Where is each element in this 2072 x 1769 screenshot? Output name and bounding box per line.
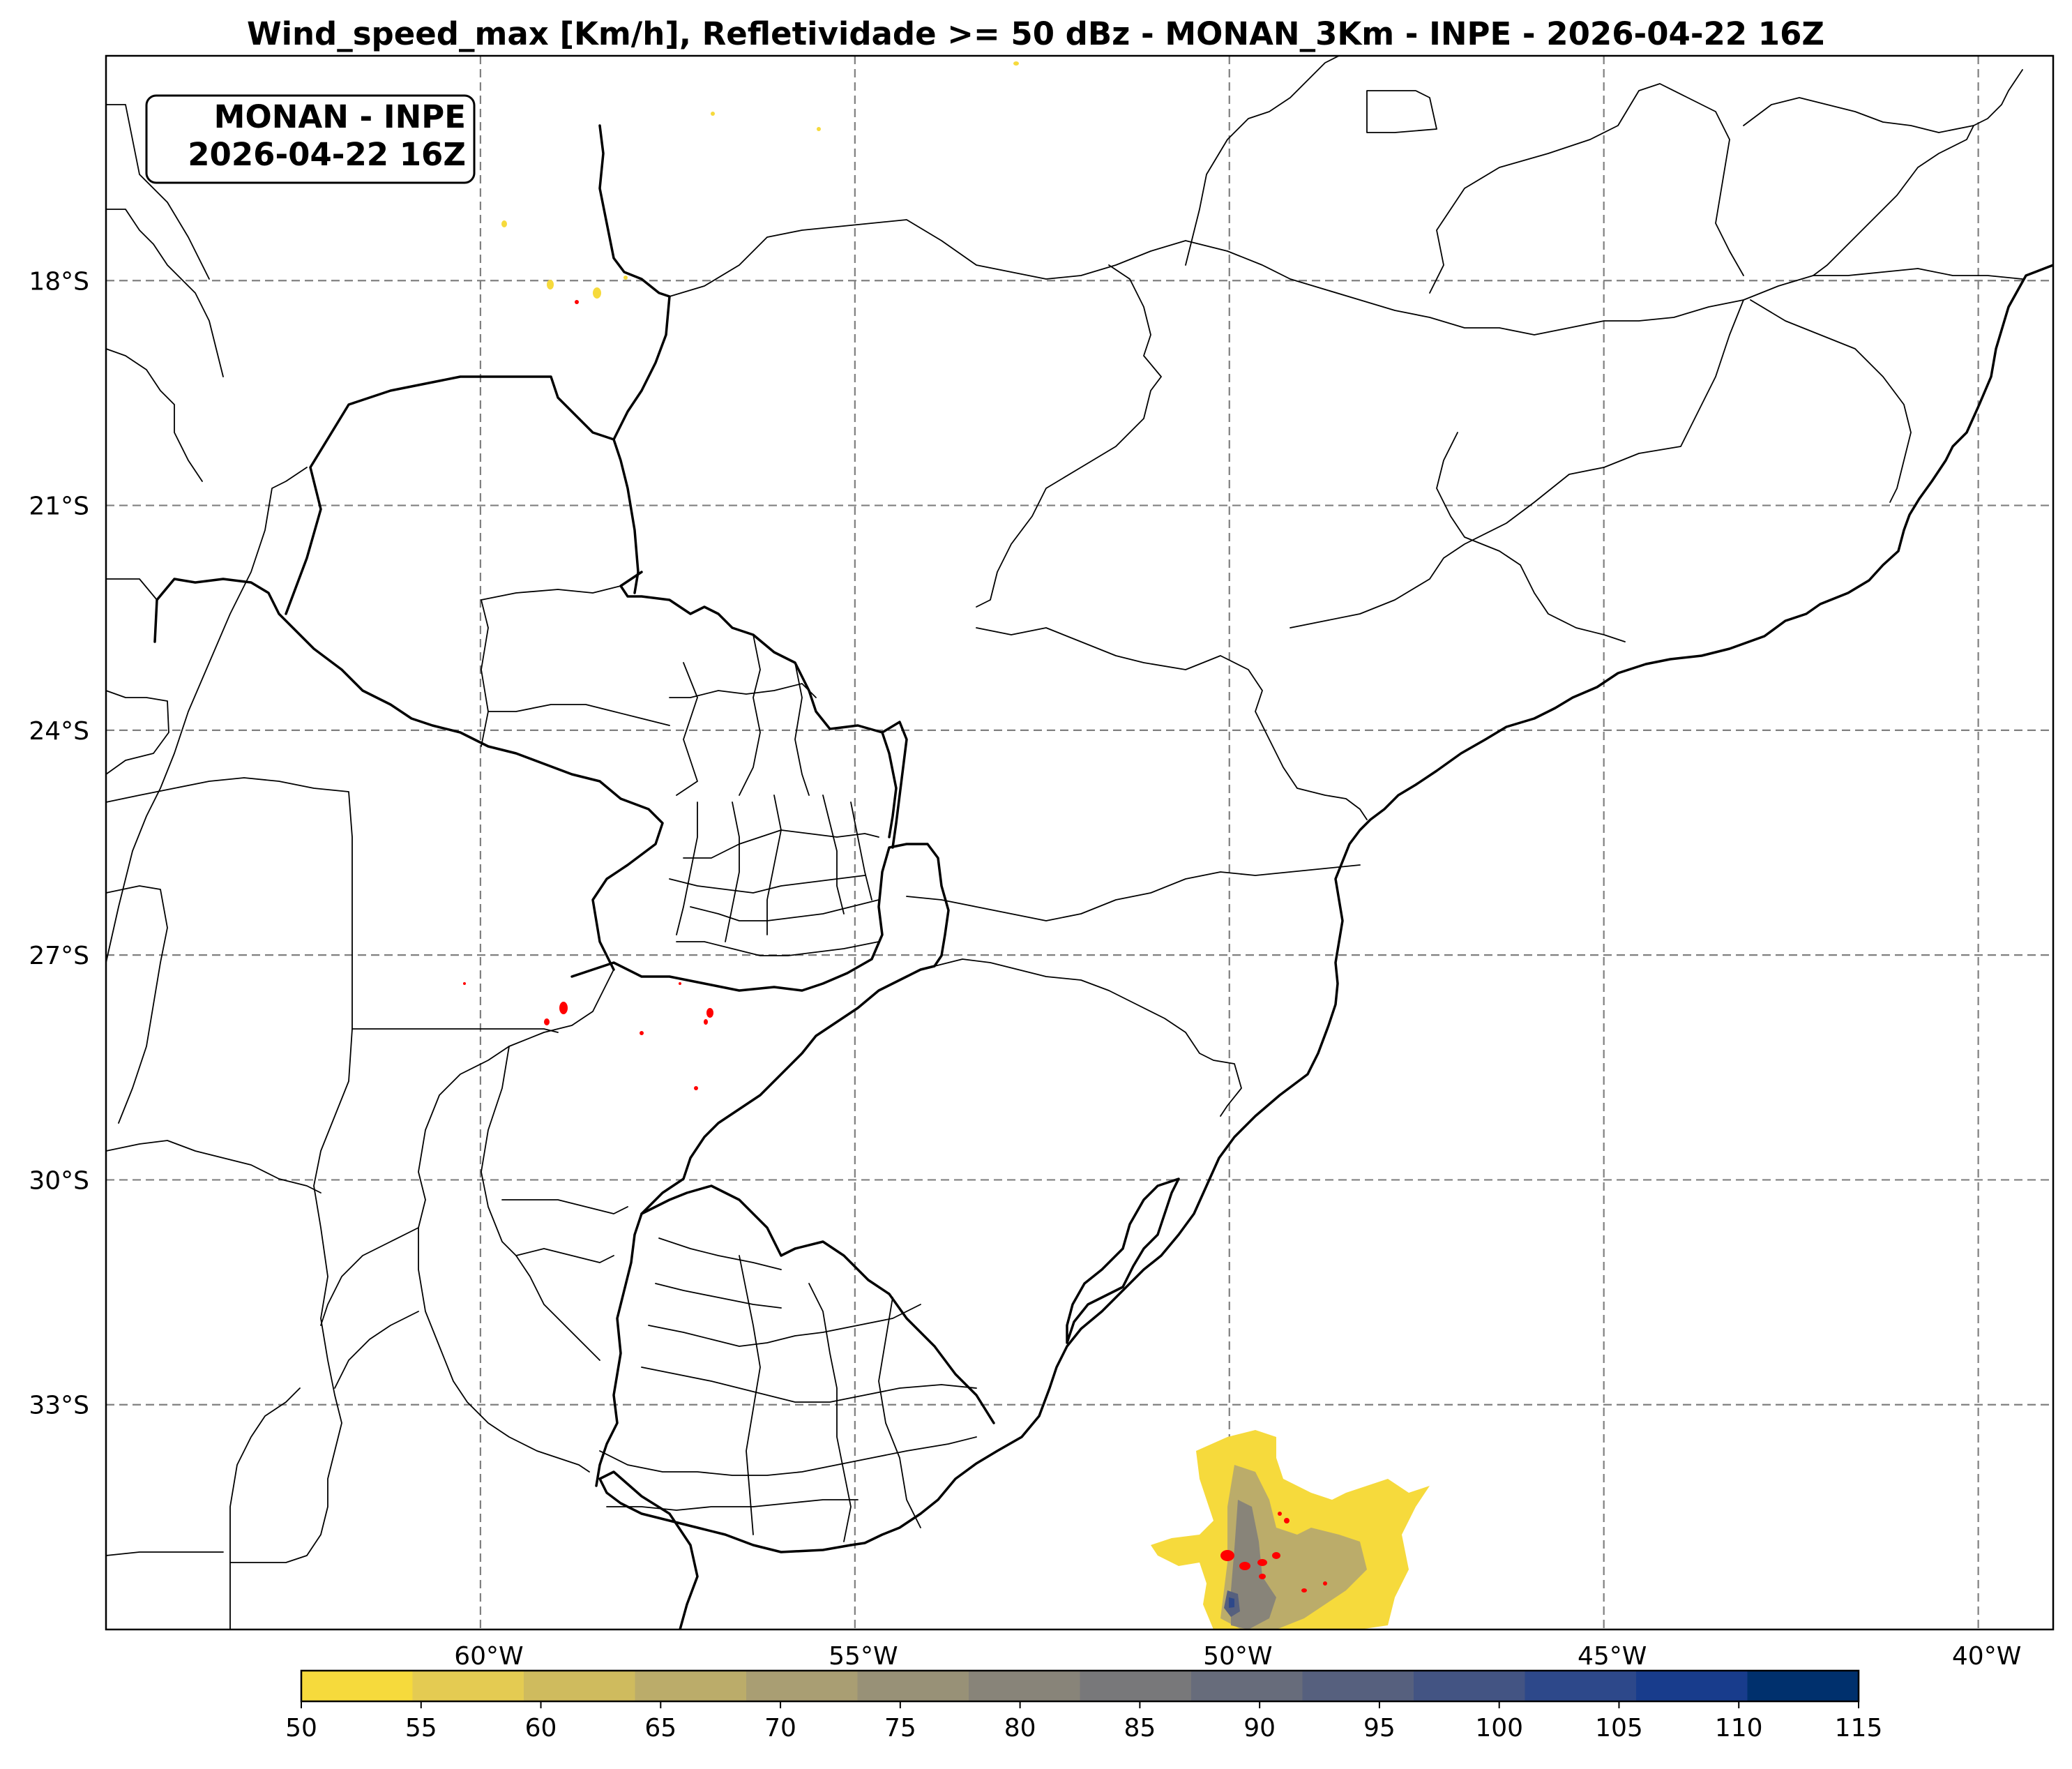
colorbar-swatch — [635, 1671, 747, 1701]
colorbar-label: 115 — [1835, 1714, 1883, 1742]
wind-band-80 — [1231, 1500, 1276, 1629]
lat-tick-label: 30°S — [29, 1166, 89, 1195]
colorbar-label: 60 — [525, 1714, 557, 1742]
colorbar-label: 110 — [1715, 1714, 1763, 1742]
wind-band-105 — [1229, 1597, 1234, 1608]
wind-band-50 — [1151, 1430, 1430, 1629]
colorbar-swatch — [1080, 1671, 1192, 1701]
lon-tick-label: 45°W — [1578, 1642, 1647, 1671]
colorbar-label: 75 — [884, 1714, 916, 1742]
colorbar-swatch — [746, 1671, 858, 1701]
map-title: Wind_speed_max [Km/h], Refletividade >= … — [247, 15, 1824, 52]
info-box: MONAN - INPE 2026-04-22 16Z — [145, 94, 476, 184]
wind-speed-field — [1151, 1430, 1430, 1629]
lat-tick-label: 18°S — [29, 267, 89, 296]
paraguay-border — [153, 375, 908, 971]
colorbar-label: 55 — [405, 1714, 437, 1742]
colorbar-swatch — [1414, 1671, 1525, 1701]
info-box-line2: 2026-04-22 16Z — [188, 136, 466, 173]
colorbar-label: 105 — [1595, 1714, 1643, 1742]
colorbar-swatch — [301, 1671, 413, 1701]
info-box-line1: MONAN - INPE — [214, 98, 466, 135]
colorbar-frame — [300, 1669, 1860, 1703]
colorbar-label: 65 — [644, 1714, 676, 1742]
colorbar-swatch — [857, 1671, 969, 1701]
lon-tick-label: 55°W — [829, 1642, 898, 1671]
colorbar-label: 100 — [1475, 1714, 1523, 1742]
bolivia-brazil-border — [598, 124, 671, 441]
colorbar-label: 80 — [1004, 1714, 1036, 1742]
map-frame — [105, 54, 2055, 1631]
laguna-dos-patos — [1066, 1177, 1180, 1344]
colorbar-swatch — [969, 1671, 1080, 1701]
info-box-frame — [145, 94, 476, 184]
latitude-labels: 18°S 21°S 24°S 27°S 30°S 33°S — [29, 267, 89, 1420]
lat-tick-label: 27°S — [29, 942, 89, 970]
colorbar-swatch — [1525, 1671, 1637, 1701]
colorbar-swatch — [1636, 1671, 1748, 1701]
uruguay-coast — [598, 1470, 852, 1629]
colorbar: 50 55 60 65 70 75 80 85 90 95 100 105 110 115 — [285, 1669, 1883, 1742]
colorbar-label: 95 — [1363, 1714, 1396, 1742]
lon-tick-label: 60°W — [454, 1642, 523, 1671]
lat-tick-label: 21°S — [29, 492, 89, 521]
colorbar-label: 50 — [285, 1714, 317, 1742]
map-area — [106, 56, 2053, 1629]
lon-tick-label: 50°W — [1203, 1642, 1272, 1671]
lon-tick-label: 40°W — [1952, 1642, 2021, 1671]
gridlines — [106, 56, 2053, 1629]
colorbar-swatch — [412, 1671, 524, 1701]
colorbar-label: 70 — [764, 1714, 796, 1742]
wind-speckles — [501, 61, 1019, 299]
uruguay-brazil-border — [595, 1184, 995, 1487]
colorbar-label: 85 — [1124, 1714, 1156, 1742]
colorbar-swatch — [524, 1671, 635, 1701]
lat-tick-label: 33°S — [29, 1392, 89, 1420]
state-borders — [106, 56, 2023, 1629]
reflectivity-cells — [463, 300, 1327, 1593]
colorbar-swatch — [1191, 1671, 1303, 1701]
colorbar-swatch — [1302, 1671, 1414, 1701]
longitude-labels: 60°W 55°W 50°W 45°W 40°W — [454, 1642, 2021, 1671]
colorbar-swatch — [1747, 1671, 1859, 1701]
lat-tick-label: 24°S — [29, 717, 89, 746]
argentina-brazil-border — [570, 843, 950, 1215]
brazil-east-coast — [849, 264, 2053, 1546]
national-borders — [153, 124, 2053, 1629]
colorbar-label: 90 — [1243, 1714, 1276, 1742]
